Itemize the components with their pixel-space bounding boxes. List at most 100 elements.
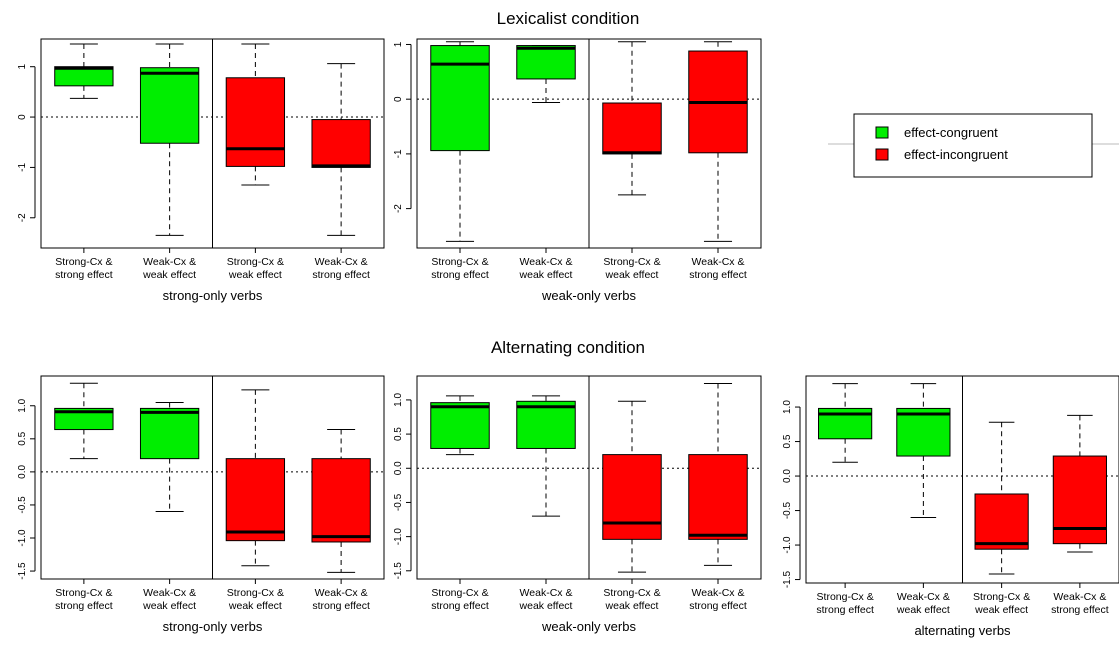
y-tick-label: 1.0: [782, 400, 793, 414]
box-3: [225, 43, 286, 186]
y-tick-label: 0.0: [17, 464, 28, 478]
x-axis-label: strong-only verbs: [163, 288, 263, 303]
box-body: [516, 400, 576, 449]
y-tick-label: -1: [17, 163, 28, 172]
category-label-line2: weak effect: [605, 269, 659, 281]
y-tick-label: 0: [393, 96, 404, 102]
box-body: [311, 119, 371, 168]
y-tick-label: 0: [17, 114, 28, 120]
box-body: [54, 407, 114, 431]
section-title-lexicalist: Lexicalist condition: [497, 9, 640, 28]
y-tick-label: -1: [393, 149, 404, 158]
y-tick-label: 1.0: [17, 398, 28, 412]
box-3: [602, 41, 662, 196]
box-body: [225, 77, 286, 167]
y-tick-label: 0.0: [782, 469, 793, 483]
category-label-line1: Weak-Cx &: [520, 587, 573, 599]
category-label-line1: Weak-Cx &: [315, 587, 368, 599]
category-label-line1: Strong-Cx &: [431, 587, 488, 599]
y-tick-label: -1.0: [782, 536, 793, 554]
category-label-line2: strong effect: [312, 600, 370, 612]
category-label-line1: Strong-Cx &: [55, 587, 112, 599]
box-1: [430, 41, 490, 242]
category-label-line1: Weak-Cx &: [143, 587, 196, 599]
box-body: [225, 458, 286, 542]
box-1: [430, 395, 490, 456]
section-title-alternating: Alternating condition: [491, 338, 645, 357]
legend-swatch-congruent: [875, 126, 889, 139]
box-body: [1052, 455, 1107, 545]
category-label-line1: Weak-Cx &: [692, 587, 745, 599]
box-4: [311, 63, 371, 236]
box-body: [54, 66, 114, 87]
category-label-line1: Strong-Cx &: [431, 256, 488, 268]
y-tick-label: 1: [17, 63, 28, 69]
legend: effect-congruent effect-incongruent: [828, 113, 1119, 178]
x-axis-label: strong-only verbs: [163, 619, 263, 634]
box-2: [516, 45, 576, 103]
y-tick-label: -0.5: [393, 493, 404, 511]
box-1: [54, 43, 114, 99]
box-body: [311, 458, 371, 543]
category-label-line1: Strong-Cx &: [817, 591, 874, 603]
category-label-line1: Weak-Cx &: [315, 256, 368, 268]
legend-label-congruent: effect-congruent: [904, 125, 998, 140]
category-label-line2: strong effect: [816, 604, 874, 616]
category-label-line1: Weak-Cx &: [897, 591, 950, 603]
box-body: [430, 45, 490, 152]
y-tick-label: 0.5: [393, 427, 404, 441]
y-tick-label: 1.0: [393, 393, 404, 407]
category-label-line1: Strong-Cx &: [973, 591, 1030, 603]
category-label-line2: strong effect: [431, 600, 489, 612]
box-4: [311, 429, 371, 573]
category-label-line1: Strong-Cx &: [227, 256, 284, 268]
y-tick-label: 0.5: [17, 431, 28, 445]
box-1: [818, 383, 873, 463]
y-tick-label: -1.0: [393, 528, 404, 546]
category-label-line2: strong effect: [55, 269, 113, 281]
y-tick-label: -1.5: [17, 562, 28, 580]
box-3: [974, 421, 1029, 575]
box-body: [974, 493, 1029, 550]
category-label-line2: strong effect: [689, 269, 747, 281]
box-body: [602, 454, 662, 540]
category-label-line1: Strong-Cx &: [603, 256, 660, 268]
legend-swatch-incongruent: [875, 148, 889, 161]
box-body: [430, 402, 490, 449]
box-2: [139, 401, 200, 513]
box-4: [688, 41, 748, 242]
y-tick-label: -1.5: [393, 562, 404, 580]
category-label-line2: weak effect: [974, 604, 1028, 616]
box-body: [602, 102, 662, 155]
category-label-line1: Weak-Cx &: [1053, 591, 1106, 603]
y-tick-label: 0.5: [782, 434, 793, 448]
category-label-line2: strong effect: [689, 600, 747, 612]
box-body: [516, 45, 576, 80]
box-body: [139, 407, 200, 460]
category-label-line1: Strong-Cx &: [603, 587, 660, 599]
x-axis-label: weak-only verbs: [541, 288, 636, 303]
y-tick-label: -2: [393, 204, 404, 213]
category-label-line2: strong effect: [55, 600, 113, 612]
category-label-line1: Strong-Cx &: [227, 587, 284, 599]
category-label-line2: weak effect: [519, 600, 573, 612]
y-tick-label: -0.5: [782, 501, 793, 519]
box-1: [54, 382, 114, 460]
box-2: [896, 383, 951, 518]
y-tick-label: 1: [393, 41, 404, 47]
category-label-line1: Weak-Cx &: [692, 256, 745, 268]
y-tick-label: -0.5: [17, 496, 28, 514]
box-4: [1052, 414, 1107, 553]
x-axis-label: weak-only verbs: [541, 619, 636, 634]
category-label-line1: Weak-Cx &: [143, 256, 196, 268]
category-label-line2: weak effect: [605, 600, 659, 612]
category-label-line2: strong effect: [1051, 604, 1109, 616]
box-3: [225, 389, 286, 567]
box-body: [896, 407, 951, 457]
y-tick-label: -1.5: [782, 570, 793, 588]
